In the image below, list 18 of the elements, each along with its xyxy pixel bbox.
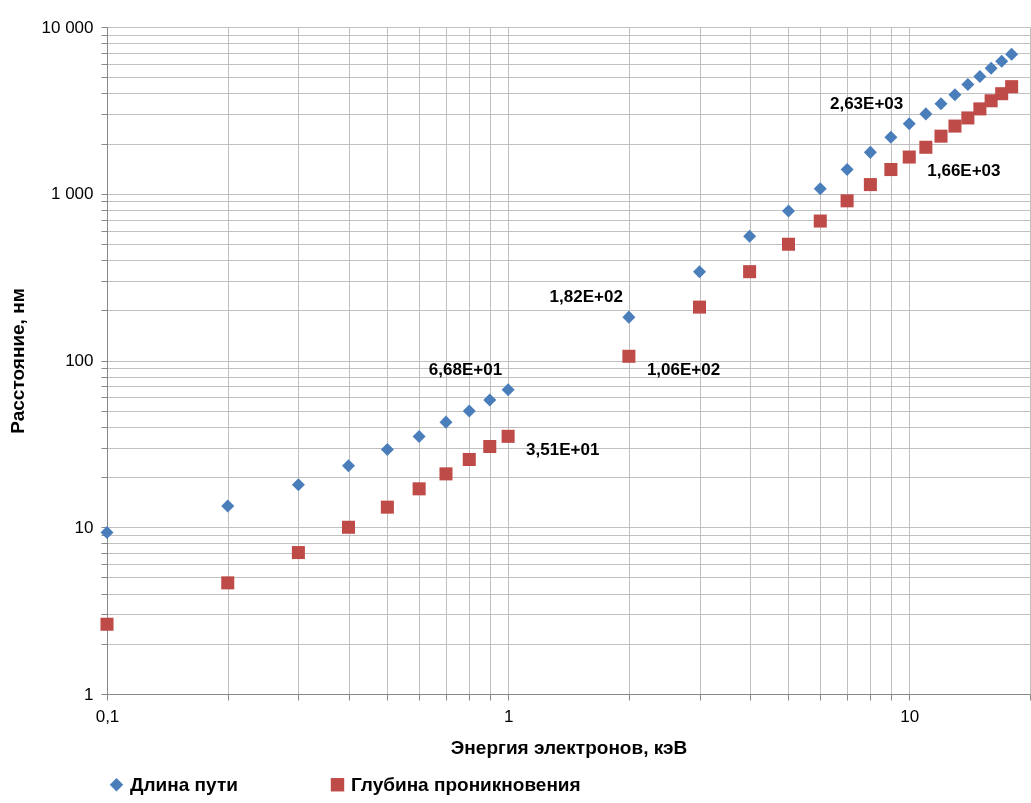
data-label: 1,66E+03 (927, 161, 1001, 181)
data-label: 2,63E+03 (829, 93, 904, 113)
legend-label: Длина пути (130, 773, 238, 795)
x-tick-label: 1 (503, 706, 514, 726)
data-label: 3,51E+01 (526, 440, 600, 460)
data-label: 1,82E+02 (549, 287, 623, 307)
data-label: 6,68E+01 (428, 359, 503, 379)
y-tick-label: 1 (84, 684, 94, 704)
legend-label: Глубина проникновения (351, 773, 581, 795)
x-axis-title: Энергия электронов, кэВ (450, 736, 688, 758)
data-label: 1,06E+02 (646, 360, 721, 380)
y-tick-label: 1 000 (50, 184, 94, 204)
y-tick-label: 100 (65, 351, 94, 370)
y-tick-label: 10 (74, 517, 94, 537)
x-tick-label: 10 (900, 706, 920, 726)
y-axis-title: Расстояние, нм (6, 288, 28, 434)
x-tick-label: 0,1 (95, 706, 120, 726)
y-tick-label: 10 000 (41, 17, 94, 37)
